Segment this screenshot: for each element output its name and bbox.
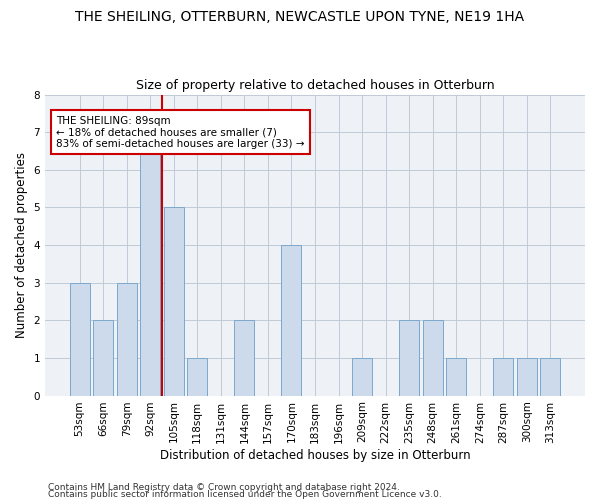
Bar — [517, 358, 537, 396]
Text: THE SHEILING, OTTERBURN, NEWCASTLE UPON TYNE, NE19 1HA: THE SHEILING, OTTERBURN, NEWCASTLE UPON … — [76, 10, 524, 24]
Y-axis label: Number of detached properties: Number of detached properties — [15, 152, 28, 338]
Text: THE SHEILING: 89sqm
← 18% of detached houses are smaller (7)
83% of semi-detache: THE SHEILING: 89sqm ← 18% of detached ho… — [56, 116, 304, 149]
Bar — [116, 282, 137, 396]
Bar — [187, 358, 208, 396]
Bar — [70, 282, 89, 396]
Bar — [352, 358, 372, 396]
Bar — [446, 358, 466, 396]
Bar — [93, 320, 113, 396]
Title: Size of property relative to detached houses in Otterburn: Size of property relative to detached ho… — [136, 79, 494, 92]
X-axis label: Distribution of detached houses by size in Otterburn: Distribution of detached houses by size … — [160, 450, 470, 462]
Bar — [164, 208, 184, 396]
Bar — [423, 320, 443, 396]
Bar — [140, 132, 160, 396]
Bar — [399, 320, 419, 396]
Bar — [235, 320, 254, 396]
Text: Contains HM Land Registry data © Crown copyright and database right 2024.: Contains HM Land Registry data © Crown c… — [48, 484, 400, 492]
Bar — [281, 245, 301, 396]
Bar — [493, 358, 514, 396]
Text: Contains public sector information licensed under the Open Government Licence v3: Contains public sector information licen… — [48, 490, 442, 499]
Bar — [541, 358, 560, 396]
